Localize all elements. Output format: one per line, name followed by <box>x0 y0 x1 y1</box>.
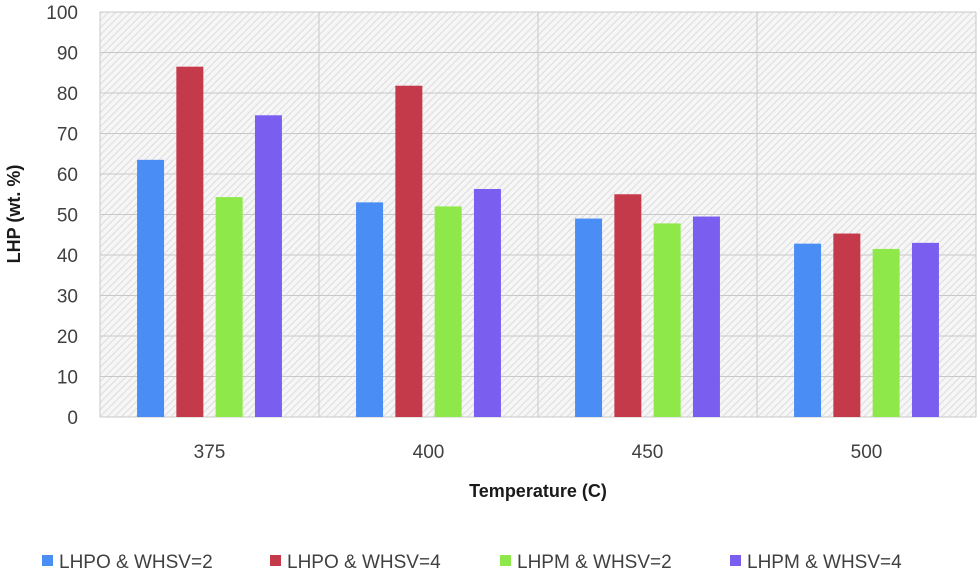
bar <box>137 159 165 417</box>
bar <box>434 206 462 417</box>
x-tick-label: 400 <box>413 442 445 463</box>
legend: LHPO & WHSV=2 LHPO & WHSV=4 LHPM & WHSV=2 L… <box>42 552 902 573</box>
legend-item: LHPM & WHSV=4 <box>730 552 902 573</box>
y-tick-label: 100 <box>46 3 78 24</box>
bar <box>692 216 720 417</box>
bar <box>614 194 642 417</box>
y-tick-labels: 0 10 20 30 40 50 60 70 80 90 100 <box>46 3 78 429</box>
bar <box>356 202 384 417</box>
legend-swatch <box>500 555 511 566</box>
x-tick-label: 500 <box>851 442 883 463</box>
bar <box>395 85 423 418</box>
bar <box>911 242 939 417</box>
legend-item: LHPM & WHSV=2 <box>500 552 672 573</box>
legend-label: LHPM & WHSV=2 <box>517 552 672 573</box>
legend-swatch <box>730 555 741 566</box>
bar <box>176 66 204 418</box>
y-tick-label: 10 <box>57 368 78 389</box>
bars <box>137 66 939 418</box>
y-axis-title: LHP (wt. %) <box>4 165 24 264</box>
legend-label: LHPO & WHSV=2 <box>59 552 213 573</box>
x-tick-labels: 375 400 450 500 <box>194 442 883 463</box>
legend-swatch <box>42 555 53 566</box>
x-axis-title: Temperature (C) <box>469 481 607 501</box>
y-tick-label: 0 <box>67 408 78 429</box>
y-tick-label: 30 <box>57 287 78 308</box>
bar <box>575 218 603 417</box>
y-tick-label: 40 <box>57 246 78 267</box>
y-tick-label: 50 <box>57 206 78 227</box>
bar <box>833 233 861 417</box>
legend-label: LHPO & WHSV=4 <box>287 552 441 573</box>
legend-swatch <box>270 555 281 566</box>
x-tick-label: 375 <box>194 442 226 463</box>
bar <box>473 188 501 417</box>
legend-item: LHPO & WHSV=4 <box>270 552 441 573</box>
y-tick-label: 80 <box>57 84 78 105</box>
y-tick-label: 20 <box>57 327 78 348</box>
y-tick-label: 60 <box>57 165 78 186</box>
gridlines <box>99 11 977 418</box>
legend-item: LHPO & WHSV=2 <box>42 552 213 573</box>
y-tick-label: 70 <box>57 125 78 146</box>
bar <box>254 115 282 418</box>
bar <box>794 243 822 417</box>
bar <box>872 248 900 417</box>
x-tick-label: 450 <box>632 442 664 463</box>
legend-label: LHPM & WHSV=4 <box>747 552 902 573</box>
y-tick-label: 90 <box>57 44 78 65</box>
bar <box>215 197 243 417</box>
bar <box>653 223 681 417</box>
